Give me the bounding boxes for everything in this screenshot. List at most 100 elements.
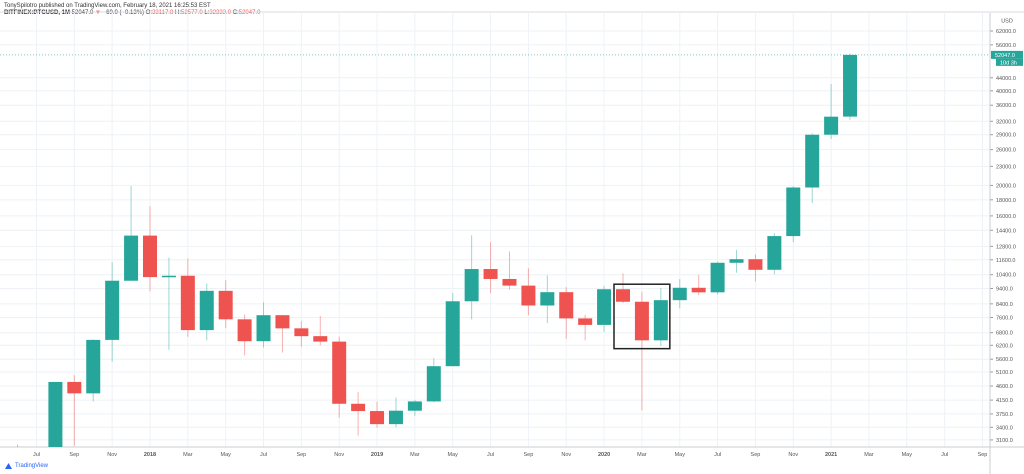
symbol-legend: BITFINEX:BTCUSD, 1M 52047.0 ▼ −69.0 (−0.… [4,10,260,16]
x-tick-label: Mar [410,452,420,458]
y-tick-label: 9400.0 [996,286,1013,292]
currency-label-bg [991,17,1024,24]
candle-up [105,280,120,340]
x-tick-label: Mar [183,452,193,458]
candle-up [843,54,858,117]
y-tick-label: 3100.0 [996,438,1013,444]
candle-up [786,187,801,237]
candle-down [275,315,290,329]
y-tick-label: 3750.0 [996,412,1013,418]
y-tick-label: 4600.0 [996,384,1013,390]
countdown-bg [996,58,1023,66]
x-tick-label: 2020 [598,452,610,458]
candle-down [351,403,366,412]
y-tick-label: 44000.0 [996,76,1016,82]
candle-down [313,336,328,342]
symbol-name[interactable]: BITFINEX:BTCUSD, 1M [4,10,70,16]
candle-down [578,318,593,325]
x-tick-label: Sep [69,452,79,458]
y-tick-label: 20000.0 [996,183,1016,189]
candle-up [445,301,460,367]
y-tick-label: 12800.0 [996,244,1016,250]
y-tick-label: 16000.0 [996,214,1016,220]
x-tick-label: May [448,452,459,458]
candle-down [67,381,82,394]
x-tick-label: Mar [637,452,647,458]
candle-down [332,341,347,404]
tradingview-logo-icon [5,463,12,469]
y-tick-label: 26000.0 [996,148,1016,154]
candle-down [294,328,309,337]
candle-up [407,401,422,411]
y-tick-label: 62000.0 [996,29,1016,35]
x-tick-label: Mar [864,452,874,458]
y-tick-label: 3400.0 [996,425,1013,431]
y-tick-label: 36000.0 [996,103,1016,109]
open-value: 33117.8 [152,10,174,16]
x-tick-label: Nov [561,452,571,458]
candle-down [691,287,706,293]
tradingview-logo[interactable]: TradingView [4,462,48,470]
y-tick-label: 14400.0 [996,228,1016,234]
candle-up [256,315,271,342]
price-change: −69.0 (−0.13%) [102,10,145,16]
candle-down [237,319,252,342]
y-tick-label: 23000.0 [996,164,1016,170]
candle-up [426,366,441,402]
x-tick-label: May [902,452,913,458]
candle-up [161,275,176,278]
candle-down [634,301,649,341]
x-tick-label: 2021 [825,452,837,458]
x-tick-label: 2018 [144,452,156,458]
price-label-bg [991,50,1023,59]
last-price: 52047.0 [71,10,94,16]
x-tick-label: Jul [260,452,267,458]
y-tick-label: 6800.0 [996,331,1013,337]
x-tick-label: Sep [296,452,306,458]
candle-up [464,269,479,302]
candle-up [540,292,555,306]
y-tick-label: 32000.0 [996,119,1016,125]
y-tick-label: 40000.0 [996,89,1016,95]
candles [17,53,858,447]
low-label: L: [204,10,210,16]
candle-down [483,269,498,279]
low-value: 32333.0 [209,10,232,16]
annotation-rectangle[interactable] [613,283,671,350]
y-tick-label: 4150.0 [996,398,1013,404]
y-tick-label: 8400.0 [996,302,1013,308]
x-tick-label: Nov [334,452,344,458]
y-tick-label: 5100.0 [996,370,1013,376]
x-tick-label: Jul [941,452,948,458]
y-tick-label: 7600.0 [996,316,1013,322]
candle-down [218,290,233,320]
x-tick-label: May [220,452,231,458]
close-label: C: [232,10,239,16]
open-label: O: [145,10,153,16]
candle-down [143,235,157,278]
currency-label: USD [1001,19,1013,25]
publish-info: TonySpilotro published on TradingView.co… [4,3,211,9]
candle-down [616,289,630,302]
y-tick-label: 6200.0 [996,343,1013,349]
y-tick-label: 29000.0 [996,133,1016,139]
candle-up [124,235,139,281]
candle-down [748,259,763,270]
price-label: 52047.0 [995,53,1015,59]
x-tick-label: 2019 [371,452,383,458]
y-tick-label: 11600.0 [996,258,1015,264]
x-tick-label: Jul [33,452,40,458]
candle-up [597,289,612,325]
x-tick-label: Sep [978,452,988,458]
candle-up [710,262,725,293]
x-tick-label: May [675,452,686,458]
high-label: H: [174,10,181,16]
candle-up [199,290,214,331]
candle-up [767,236,782,270]
candle-up [653,300,668,341]
y-tick-label: 10400.0 [996,273,1016,279]
candle-up [824,116,839,135]
candle-down [559,292,574,319]
x-tick-label: Jul [487,452,494,458]
